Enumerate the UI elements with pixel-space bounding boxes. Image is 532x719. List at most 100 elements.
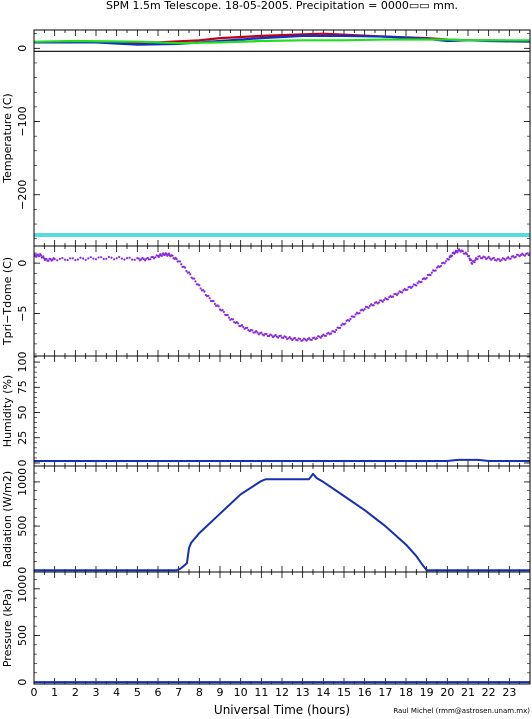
tpri-tdome-point	[178, 260, 182, 263]
tpri-tdome-point	[340, 324, 343, 327]
temperature-y-axis-label: Temperature (C)	[1, 93, 14, 183]
y-tick-label: −100	[16, 106, 29, 136]
credit-text: Raul Michel (rmm@astrosen.unam.mx)	[393, 707, 530, 715]
tpri-tdome-point	[184, 266, 187, 269]
radiation-y-axis-label: Radiation (W/m2)	[1, 471, 14, 567]
tpri-tdome-point	[324, 334, 328, 338]
chart-title: SPM 1.5m Telescope. 18-05-2005. Precipit…	[106, 0, 458, 12]
tpri-tdome-point	[133, 258, 136, 261]
tpri-tdome-point	[495, 259, 498, 262]
tpri-tdome-point	[478, 255, 481, 258]
tpri-tdome-point	[79, 256, 82, 259]
tpri-tdome-point	[354, 313, 357, 316]
humidity-series-line	[34, 458, 530, 462]
y-tick-label: 0	[16, 459, 29, 466]
tpri-tdome-point	[51, 258, 54, 261]
x-tick-label: 15	[337, 686, 351, 699]
tpri-tdome-point	[180, 263, 183, 266]
tpri-tdome-point	[240, 324, 244, 327]
tpri-tdome-point	[267, 334, 271, 338]
tpri-tdome-point	[488, 257, 492, 260]
tpri-tdome-point	[444, 260, 448, 263]
x-tick-label: 16	[358, 686, 372, 699]
pressure-y-axis-label: Pressure (kPa)	[1, 589, 14, 667]
x-tick-label: 5	[134, 686, 141, 699]
tpri-tdome-point	[217, 305, 220, 308]
tpri-tdome-point	[401, 291, 404, 294]
x-tick-label: 11	[254, 686, 268, 699]
x-tick-label: 18	[399, 686, 413, 699]
tpri-tdome-point	[66, 259, 69, 262]
tpri-tdome-point	[335, 328, 338, 331]
tpri-tdome-point	[386, 298, 390, 301]
tpri-tdome-point	[36, 253, 39, 256]
tpri-tdome-point	[349, 317, 352, 321]
tpri-tdome-point	[368, 304, 371, 308]
tpri-tdome-point	[221, 308, 224, 312]
radiation-frame	[33, 465, 531, 573]
y-tick-label: 1000	[16, 468, 29, 496]
tpri-tdome-point	[71, 257, 74, 260]
x-axis: 0 1 2 3 4 5 6 7 8 9 10 11 12 13 14 15 16 17 18 19 20 21 22 23	[31, 686, 517, 699]
tpri-tdome-point	[296, 339, 299, 342]
humidity-series	[34, 458, 530, 462]
x-tick-label: 19	[420, 686, 434, 699]
tpri-tdome-point	[187, 271, 191, 274]
tpri-tdome-point	[521, 252, 524, 255]
tpri-tdome-point	[430, 271, 433, 274]
tpri-tdome-point	[128, 256, 131, 259]
tpri-tdome-point	[255, 330, 258, 333]
y-tick-label: 75	[16, 380, 29, 394]
tpri-tdome-point	[120, 257, 123, 260]
tpri-tdome-point	[320, 335, 324, 338]
tpri-tdome-point	[102, 257, 105, 261]
tpri-tdome-point	[329, 332, 333, 335]
tpri-tdome-point	[391, 295, 395, 298]
x-tick-label: 13	[296, 686, 310, 699]
y-tick-label: 0	[16, 45, 29, 52]
tpri-tdome-point	[344, 322, 347, 325]
tpri-tdome-point	[262, 334, 266, 337]
tpri-tdome-point	[154, 256, 157, 259]
y-tick-label: −5	[16, 306, 29, 322]
tpri-tdome-point	[53, 257, 56, 261]
x-tick-label: 3	[93, 686, 100, 699]
tpri-tdome-point	[284, 335, 287, 339]
tpri-tdome-point	[310, 338, 313, 342]
tpri-tdome-point	[189, 273, 192, 276]
tpri-tdome-point	[358, 311, 361, 315]
tpri-tdome-point	[123, 258, 126, 261]
tpri-tdome-point	[199, 287, 202, 290]
tpri-tdome-point	[353, 315, 356, 318]
tpri-tdome-point	[450, 254, 454, 257]
tpri-tdome-point	[87, 257, 90, 260]
tpri-tdome-point	[382, 298, 386, 302]
tpri-tdome-point	[236, 322, 240, 325]
tpri-tdome-point	[231, 318, 235, 321]
tpri-tdome-point	[227, 316, 231, 319]
tpri-tdome-point	[526, 252, 529, 255]
tpri-tdome-point	[492, 256, 495, 260]
tpri-tdome-point	[45, 257, 48, 261]
x-tick-label: 7	[175, 686, 182, 699]
tpri-tdome-point	[226, 313, 229, 317]
tpri-tdome-point	[35, 255, 38, 258]
tpri-tdome-point	[425, 276, 428, 279]
tpri-tdome-point	[377, 301, 380, 304]
tpri-tdome-point	[293, 336, 297, 340]
tpri-tdome-point	[84, 258, 87, 261]
tpri-tdome-point	[58, 257, 61, 260]
tpri-tdome-point	[291, 338, 294, 342]
tpri-tdome-point	[212, 299, 215, 303]
x-tick-label: 17	[378, 686, 392, 699]
tpri-tdome-point	[115, 257, 118, 260]
tpri-tdome-point	[107, 255, 111, 259]
tpri-tdome-point	[160, 254, 163, 257]
y-tick-label: 50	[16, 406, 29, 420]
tpri-tdome-point	[143, 259, 147, 262]
tpri-tdome-point	[500, 258, 503, 262]
